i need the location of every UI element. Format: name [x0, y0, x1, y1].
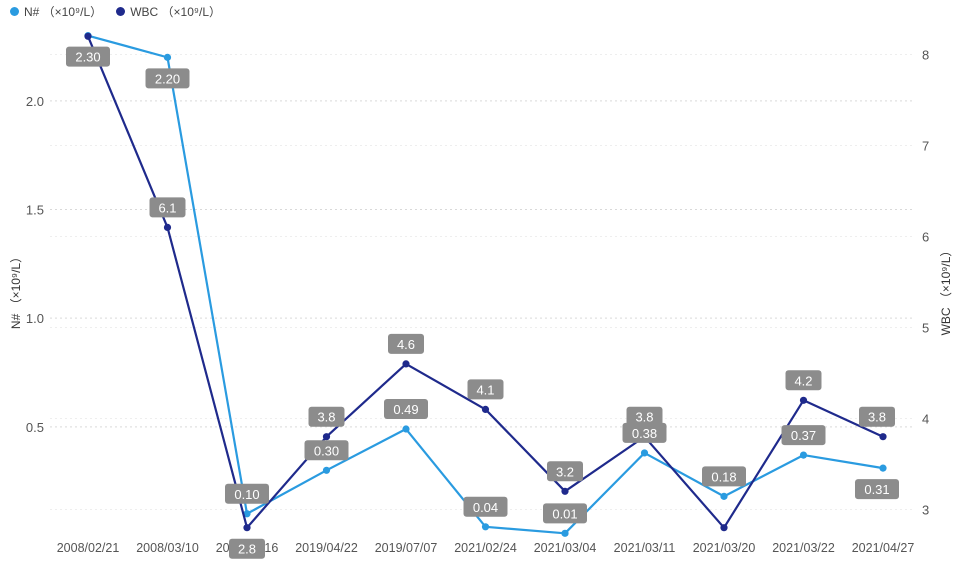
- data-label: 3.8: [635, 410, 653, 425]
- data-label: 0.04: [473, 500, 498, 515]
- right-axis-title: WBC （×10⁹/L）: [939, 245, 953, 336]
- data-label: 3.8: [868, 410, 886, 425]
- left-tick-label: 2.0: [26, 94, 44, 109]
- x-tick-label: 2019/04/22: [295, 541, 358, 555]
- data-label-box: [467, 379, 504, 400]
- x-tick-label: 2021/03/11: [614, 541, 676, 555]
- data-point: [402, 360, 410, 368]
- data-label-box: [149, 197, 186, 218]
- data-label-box: [785, 370, 822, 391]
- legend-dot-wbc: [116, 7, 126, 16]
- data-label: 4.2: [794, 373, 812, 388]
- data-label: 2.20: [155, 71, 180, 86]
- data-point: [879, 433, 887, 441]
- data-label: 3.2: [556, 464, 574, 479]
- data-label-box: [388, 333, 424, 354]
- left-tick-label: 1.5: [26, 203, 44, 218]
- data-label: 2.8: [238, 542, 256, 557]
- data-point: [720, 492, 728, 500]
- data-point: [163, 53, 172, 61]
- data-label: 0.30: [314, 443, 339, 458]
- data-point: [84, 32, 92, 40]
- data-label-box: [855, 479, 899, 500]
- x-tick-label: 2021/03/04: [534, 541, 597, 555]
- data-label-box: [308, 406, 345, 427]
- series-line-nn: [87, 34, 884, 535]
- left-tick-label: 0.5: [26, 420, 44, 435]
- data-point: [243, 524, 251, 532]
- data-label-box: [543, 503, 587, 524]
- legend-item-n[interactable]: N# （×10⁹/L）: [10, 3, 102, 20]
- data-label: 0.38: [632, 426, 657, 441]
- data-label-box: [781, 425, 826, 446]
- x-tick-label: 2021/02/24: [454, 541, 517, 555]
- data-label: 0.37: [791, 428, 816, 443]
- data-point: [799, 396, 808, 404]
- data-label: 0.10: [234, 487, 259, 502]
- data-label: 4.6: [397, 337, 415, 352]
- data-point: [322, 466, 331, 474]
- data-point: [879, 464, 887, 472]
- x-tick-label: 2008/02/21: [57, 541, 120, 555]
- data-point: [720, 524, 728, 532]
- right-tick-label: 4: [922, 412, 929, 427]
- data-point: [561, 529, 569, 537]
- data-label-box: [547, 461, 583, 482]
- data-point: [402, 425, 410, 433]
- x-tick-label: 2021/04/27: [852, 541, 915, 555]
- data-point: [322, 433, 331, 441]
- data-label-box: [626, 406, 663, 427]
- left-tick-label: 1.0: [26, 311, 44, 326]
- data-point: [799, 451, 808, 459]
- data-point: [481, 523, 490, 531]
- data-label-box: [702, 466, 746, 487]
- data-label-box: [859, 406, 895, 427]
- data-label: 0.01: [552, 506, 577, 521]
- right-tick-label: 8: [922, 48, 929, 63]
- legend-item-wbc[interactable]: WBC （×10⁹/L）: [116, 3, 221, 20]
- data-label: 4.1: [476, 382, 494, 397]
- x-tick-label: 2021/03/22: [772, 541, 835, 555]
- data-point: [640, 449, 649, 457]
- data-label-box: [145, 68, 190, 89]
- legend-label-wbc: WBC （×10⁹/L）: [130, 5, 222, 19]
- x-tick-label: 2008/03/10: [136, 541, 199, 555]
- legend: N# （×10⁹/L） WBC （×10⁹/L）: [10, 3, 221, 20]
- data-label-box: [66, 46, 110, 67]
- data-label: 3.8: [317, 410, 335, 425]
- data-label: 0.49: [393, 402, 418, 417]
- x-tick-label: 2019/07/07: [375, 541, 438, 555]
- left-axis-title: N# （×10⁹/L）: [9, 251, 23, 329]
- data-label-box: [384, 399, 428, 420]
- data-point: [481, 405, 490, 413]
- data-label: 0.18: [711, 469, 736, 484]
- legend-label-n: N# （×10⁹/L）: [24, 5, 103, 19]
- right-tick-label: 3: [922, 503, 929, 518]
- data-point: [163, 223, 172, 231]
- right-tick-label: 5: [922, 321, 929, 336]
- data-label-box: [463, 496, 508, 517]
- data-label-box: [622, 422, 667, 443]
- data-label-box: [229, 538, 265, 559]
- right-tick-label: 6: [922, 230, 929, 245]
- data-point: [243, 510, 251, 518]
- data-label-box: [304, 440, 349, 461]
- data-label: 2.30: [75, 50, 100, 65]
- data-label-box: [225, 483, 269, 504]
- legend-dot-n: [10, 7, 19, 16]
- data-label: 6.1: [158, 200, 176, 215]
- data-label: 0.31: [864, 482, 889, 497]
- x-tick-label: 2021/03/20: [693, 541, 756, 555]
- data-point: [561, 487, 569, 495]
- right-tick-label: 7: [922, 139, 929, 154]
